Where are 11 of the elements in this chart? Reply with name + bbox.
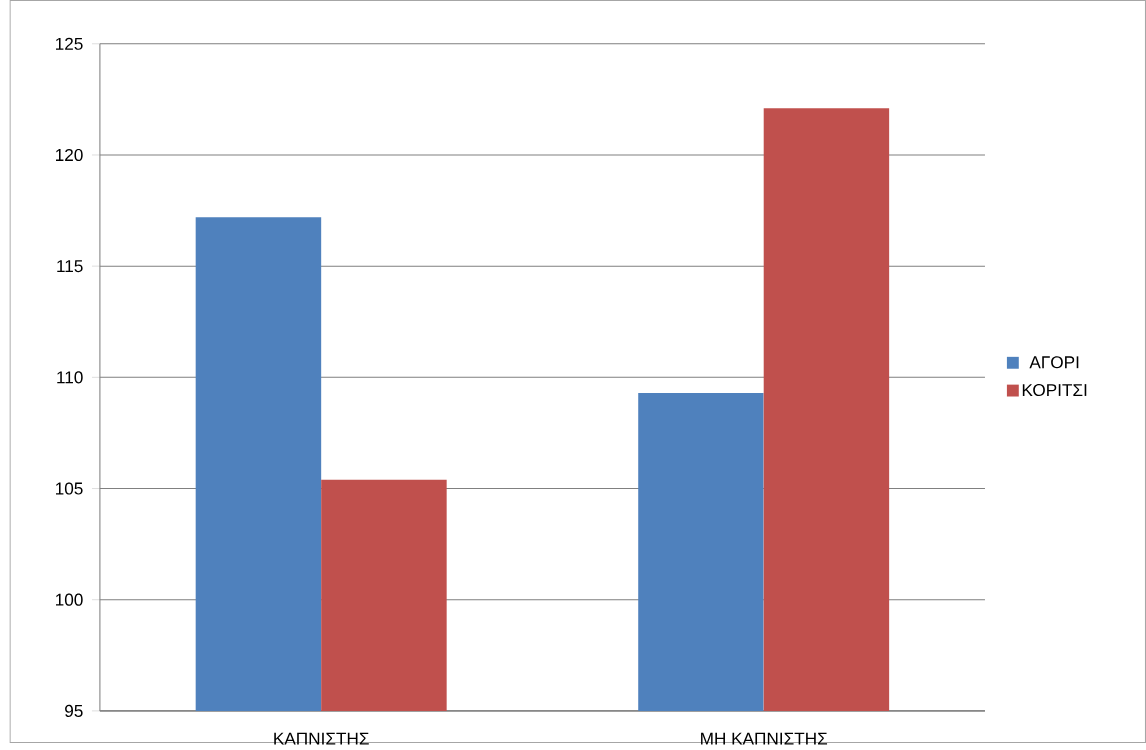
x-tick-label: ΜΗ ΚΑΠΝΙΣΤΗΣ	[701, 732, 828, 745]
y-tick-label: 100	[56, 593, 83, 606]
legend-label: ΑΓΟΡΙ	[1029, 356, 1079, 369]
legend-label: ΚΟΡΙΤΣΙ	[1022, 383, 1087, 396]
y-tick-label: 120	[56, 148, 83, 161]
y-tick-label: 95	[65, 704, 83, 717]
y-tick-label: 125	[56, 37, 83, 50]
x-tick-label: ΚΑΠΝΙΣΤΗΣ	[274, 732, 369, 745]
y-tick-label: 110	[57, 371, 83, 384]
y-tick-label: 105	[56, 482, 83, 495]
y-tick-label: 115	[57, 260, 83, 273]
